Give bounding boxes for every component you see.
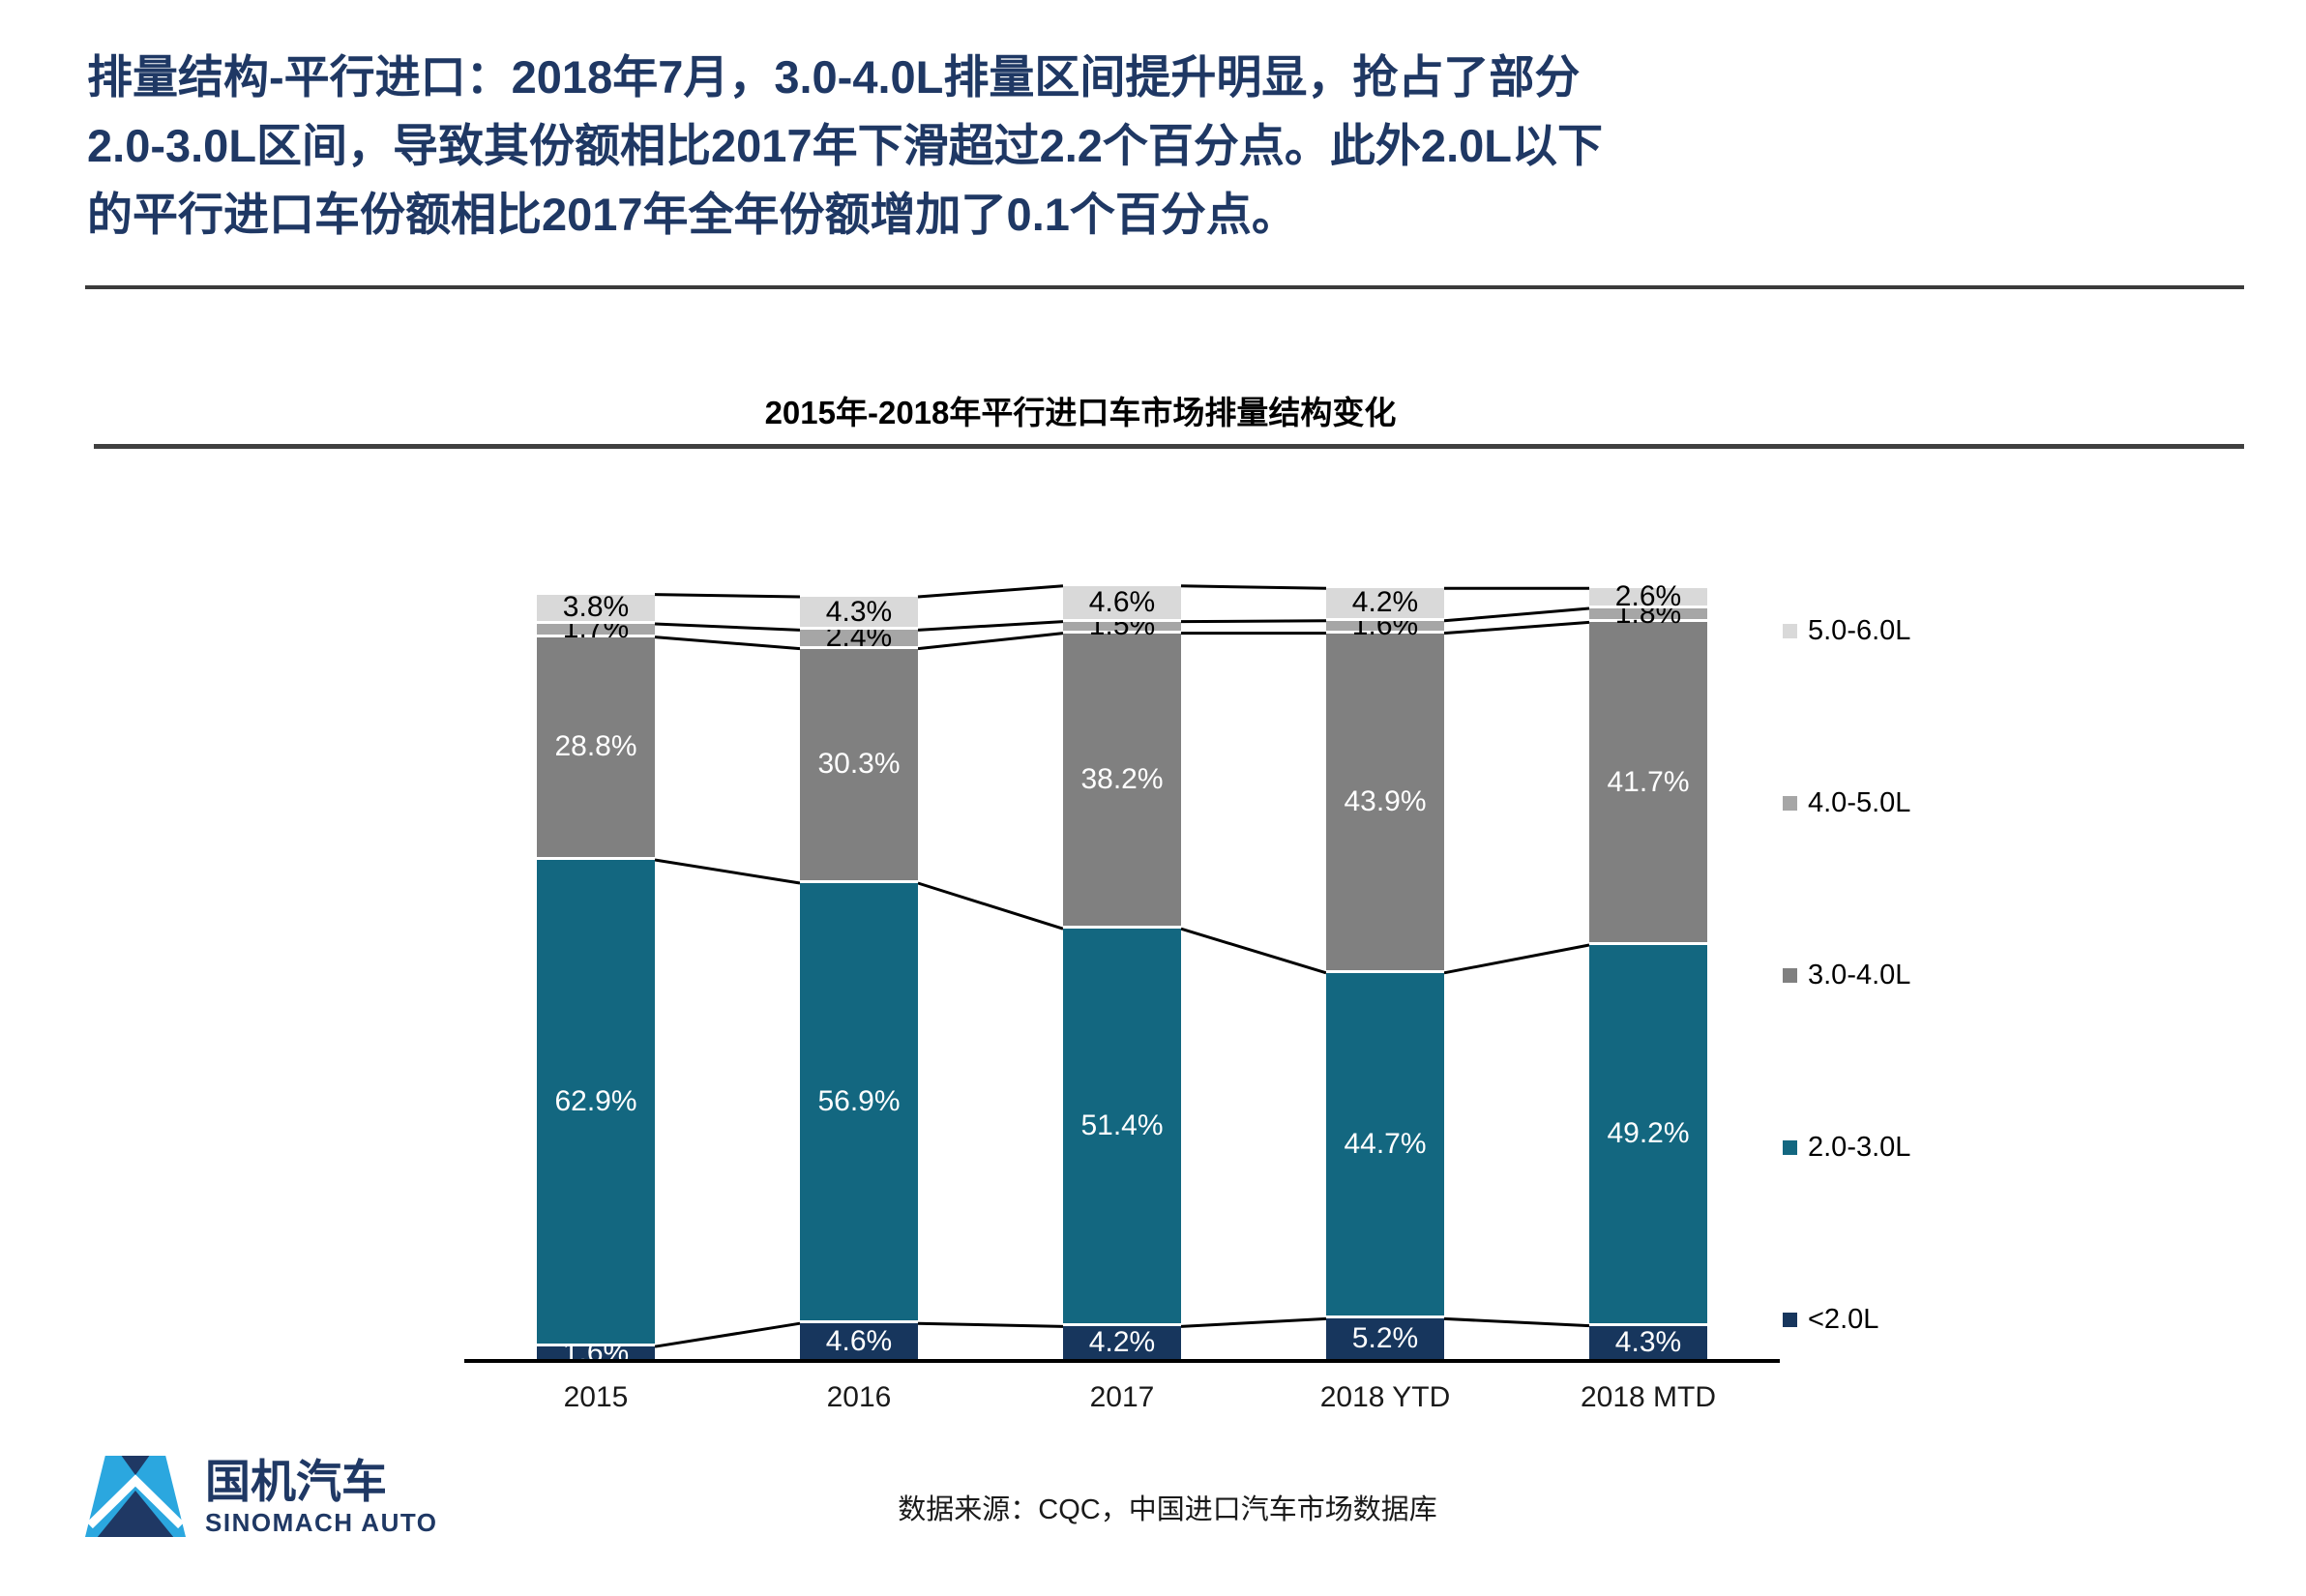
- bar-segment-2016-4.0-5.0L: 2.4%: [800, 621, 918, 653]
- chart-legend: 5.0-6.0L 4.0-5.0L 3.0-4.0L 2.0-3.0L <2.0L: [1783, 609, 2015, 1364]
- bar-segment-2018-YTD-3.0-4.0L: 43.9%: [1326, 633, 1444, 973]
- connector-line: [917, 584, 1064, 599]
- bar-segment-2016-2.0L: 4.6%: [800, 1323, 918, 1359]
- bar-segment-2015-2.0L: 1.6%: [537, 1337, 655, 1369]
- page-title-line-1: 排量结构-平行进口：2018年7月，3.0-4.0L排量区间提升明显，抢占了部分: [87, 51, 1581, 103]
- bar-segment-2017-2.0L: 4.2%: [1063, 1326, 1181, 1359]
- bar-segment-2018-MTD-2.0L: 4.3%: [1589, 1325, 1707, 1359]
- legend-item-3.0-4.0L: 3.0-4.0L: [1783, 956, 1910, 994]
- bar-segment-2018-YTD-5.0-6.0L: 4.2%: [1326, 586, 1444, 621]
- bar-segment-2018-MTD-3.0-4.0L: 41.7%: [1589, 622, 1707, 945]
- connector-line: [1443, 606, 1590, 623]
- bar-value-label: 4.3%: [825, 595, 893, 628]
- bar-segment-2017-2.0-3.0L: 51.4%: [1063, 929, 1181, 1327]
- title-divider: [85, 285, 2244, 289]
- legend-label: 3.0-4.0L: [1808, 959, 1911, 990]
- legend-swatch-icon: [1783, 795, 1797, 811]
- bar-value-label: 51.4%: [1080, 1109, 1164, 1142]
- bar-value-label: 5.2%: [1351, 1322, 1419, 1355]
- bar-segment-2015-3.0-4.0L: 28.8%: [537, 636, 655, 860]
- data-source-note: 数据来源：CQC，中国进口汽车市场数据库: [898, 1494, 1437, 1525]
- logo-text: 国机汽车 SINOMACH AUTO: [205, 1456, 438, 1537]
- bar-value-label: 4.2%: [1088, 1326, 1156, 1359]
- bar-value-label: 41.7%: [1607, 765, 1690, 798]
- bar-segment-2018-YTD-2.0L: 5.2%: [1326, 1318, 1444, 1359]
- legend-item-5.0-6.0L: 5.0-6.0L: [1783, 611, 1910, 650]
- page-title-line-3: 的平行进口车份额相比2017年全年份额增加了0.1个百分点。: [87, 189, 1297, 240]
- series-connector-lines: [654, 584, 1590, 1348]
- bar-value-label: 28.8%: [554, 730, 637, 763]
- connector-line: [917, 620, 1064, 632]
- bar-segment-2018-MTD-2.0-3.0L: 49.2%: [1589, 945, 1707, 1326]
- page-title: 排量结构-平行进口：2018年7月，3.0-4.0L排量区间提升明显，抢占了部分…: [87, 43, 2283, 249]
- bar-segment-2015-2.0-3.0L: 62.9%: [537, 860, 655, 1347]
- connector-line: [1180, 619, 1327, 624]
- bar-value-label: 43.9%: [1344, 784, 1427, 817]
- x-axis-line: [464, 1359, 1780, 1363]
- bar-value-label: 38.2%: [1080, 762, 1164, 795]
- connector-line: [1443, 620, 1590, 635]
- connector-line: [654, 858, 801, 885]
- stacked-bar-chart: 1.6% 62.9% 28.8% 1.7% 3.8% 2015 4.6% 56.9% 30.3%…: [464, 532, 1780, 1432]
- connector-line: [1443, 1316, 1590, 1328]
- legend-swatch-icon: [1783, 1139, 1797, 1155]
- legend-item-2.0-3.0L: 2.0-3.0L: [1783, 1128, 1910, 1167]
- legend-label: 2.0-3.0L: [1808, 1131, 1911, 1163]
- legend-item-2.0L: <2.0L: [1783, 1300, 1878, 1339]
- page-title-line-2: 2.0-3.0L区间，导致其份额相比2017年下滑超过2.2个百分点。此外2.0…: [87, 120, 1603, 171]
- bar-value-label: 4.2%: [1351, 586, 1419, 619]
- connector-line: [1180, 1316, 1327, 1328]
- bar-segment-2017-4.0-5.0L: 1.5%: [1063, 609, 1181, 641]
- legend-label: <2.0L: [1808, 1303, 1879, 1335]
- connector-line: [1443, 943, 1590, 975]
- bar-value-label: 4.6%: [1088, 585, 1156, 618]
- legend-label: 4.0-5.0L: [1808, 786, 1911, 818]
- logo-name-en: SINOMACH AUTO: [205, 1508, 438, 1537]
- connector-line: [917, 1321, 1064, 1328]
- x-axis-label-2018-YTD: 2018 YTD: [1319, 1381, 1451, 1413]
- company-logo: 国机汽车 SINOMACH AUTO: [85, 1456, 438, 1537]
- chart-title-divider: [94, 444, 2244, 449]
- bar-segment-2018-YTD-4.0-5.0L: 1.6%: [1326, 609, 1444, 641]
- chart-title: 2015年-2018年平行进口车市场排量结构变化: [764, 395, 1397, 430]
- connector-line: [654, 593, 801, 599]
- logo-name-cn: 国机汽车: [205, 1456, 387, 1507]
- bar-value-label: 4.3%: [1614, 1325, 1682, 1358]
- sinomach-logo-icon: [85, 1456, 186, 1537]
- connector-line: [917, 632, 1064, 651]
- bar-segment-2016-2.0-3.0L: 56.9%: [800, 883, 918, 1324]
- bar-value-label: 62.9%: [554, 1085, 637, 1118]
- connector-line: [1180, 927, 1327, 975]
- bar-segment-2018-MTD-5.0-6.0L: 2.6%: [1589, 580, 1707, 612]
- connector-line: [654, 635, 801, 651]
- legend-item-4.0-5.0L: 4.0-5.0L: [1783, 783, 1910, 822]
- x-axis-label-2017: 2017: [1089, 1381, 1155, 1413]
- bar-segment-2017-5.0-6.0L: 4.6%: [1063, 586, 1181, 622]
- bar-value-label: 44.7%: [1344, 1128, 1427, 1161]
- bar-segment-2017-3.0-4.0L: 38.2%: [1063, 633, 1181, 930]
- bar-segment-2015-5.0-6.0L: 3.8%: [537, 591, 655, 624]
- connector-line: [917, 881, 1064, 931]
- bar-segment-2015-4.0-5.0L: 1.7%: [537, 612, 655, 644]
- legend-swatch-icon: [1783, 623, 1797, 638]
- bar-value-label: 49.2%: [1607, 1117, 1690, 1150]
- connector-line: [1180, 584, 1327, 590]
- bar-value-label: 3.8%: [562, 591, 630, 624]
- bar-value-label: 30.3%: [817, 748, 901, 781]
- legend-label: 5.0-6.0L: [1808, 614, 1911, 646]
- x-axis-label-2015: 2015: [563, 1381, 629, 1413]
- legend-swatch-icon: [1783, 967, 1797, 983]
- connector-line: [654, 1321, 801, 1348]
- connector-line: [654, 622, 801, 632]
- bar-value-label: 56.9%: [817, 1085, 901, 1118]
- bar-segment-2016-3.0-4.0L: 30.3%: [800, 648, 918, 883]
- legend-swatch-icon: [1783, 1312, 1797, 1327]
- bar-segment-2018-YTD-2.0-3.0L: 44.7%: [1326, 972, 1444, 1319]
- bar-segment-2016-5.0-6.0L: 4.3%: [800, 596, 918, 631]
- bar-value-label: 4.6%: [825, 1324, 893, 1357]
- x-axis-label-2018-MTD: 2018 MTD: [1580, 1381, 1717, 1413]
- x-axis-label-2016: 2016: [826, 1381, 892, 1413]
- bar-value-label: 2.6%: [1614, 580, 1682, 613]
